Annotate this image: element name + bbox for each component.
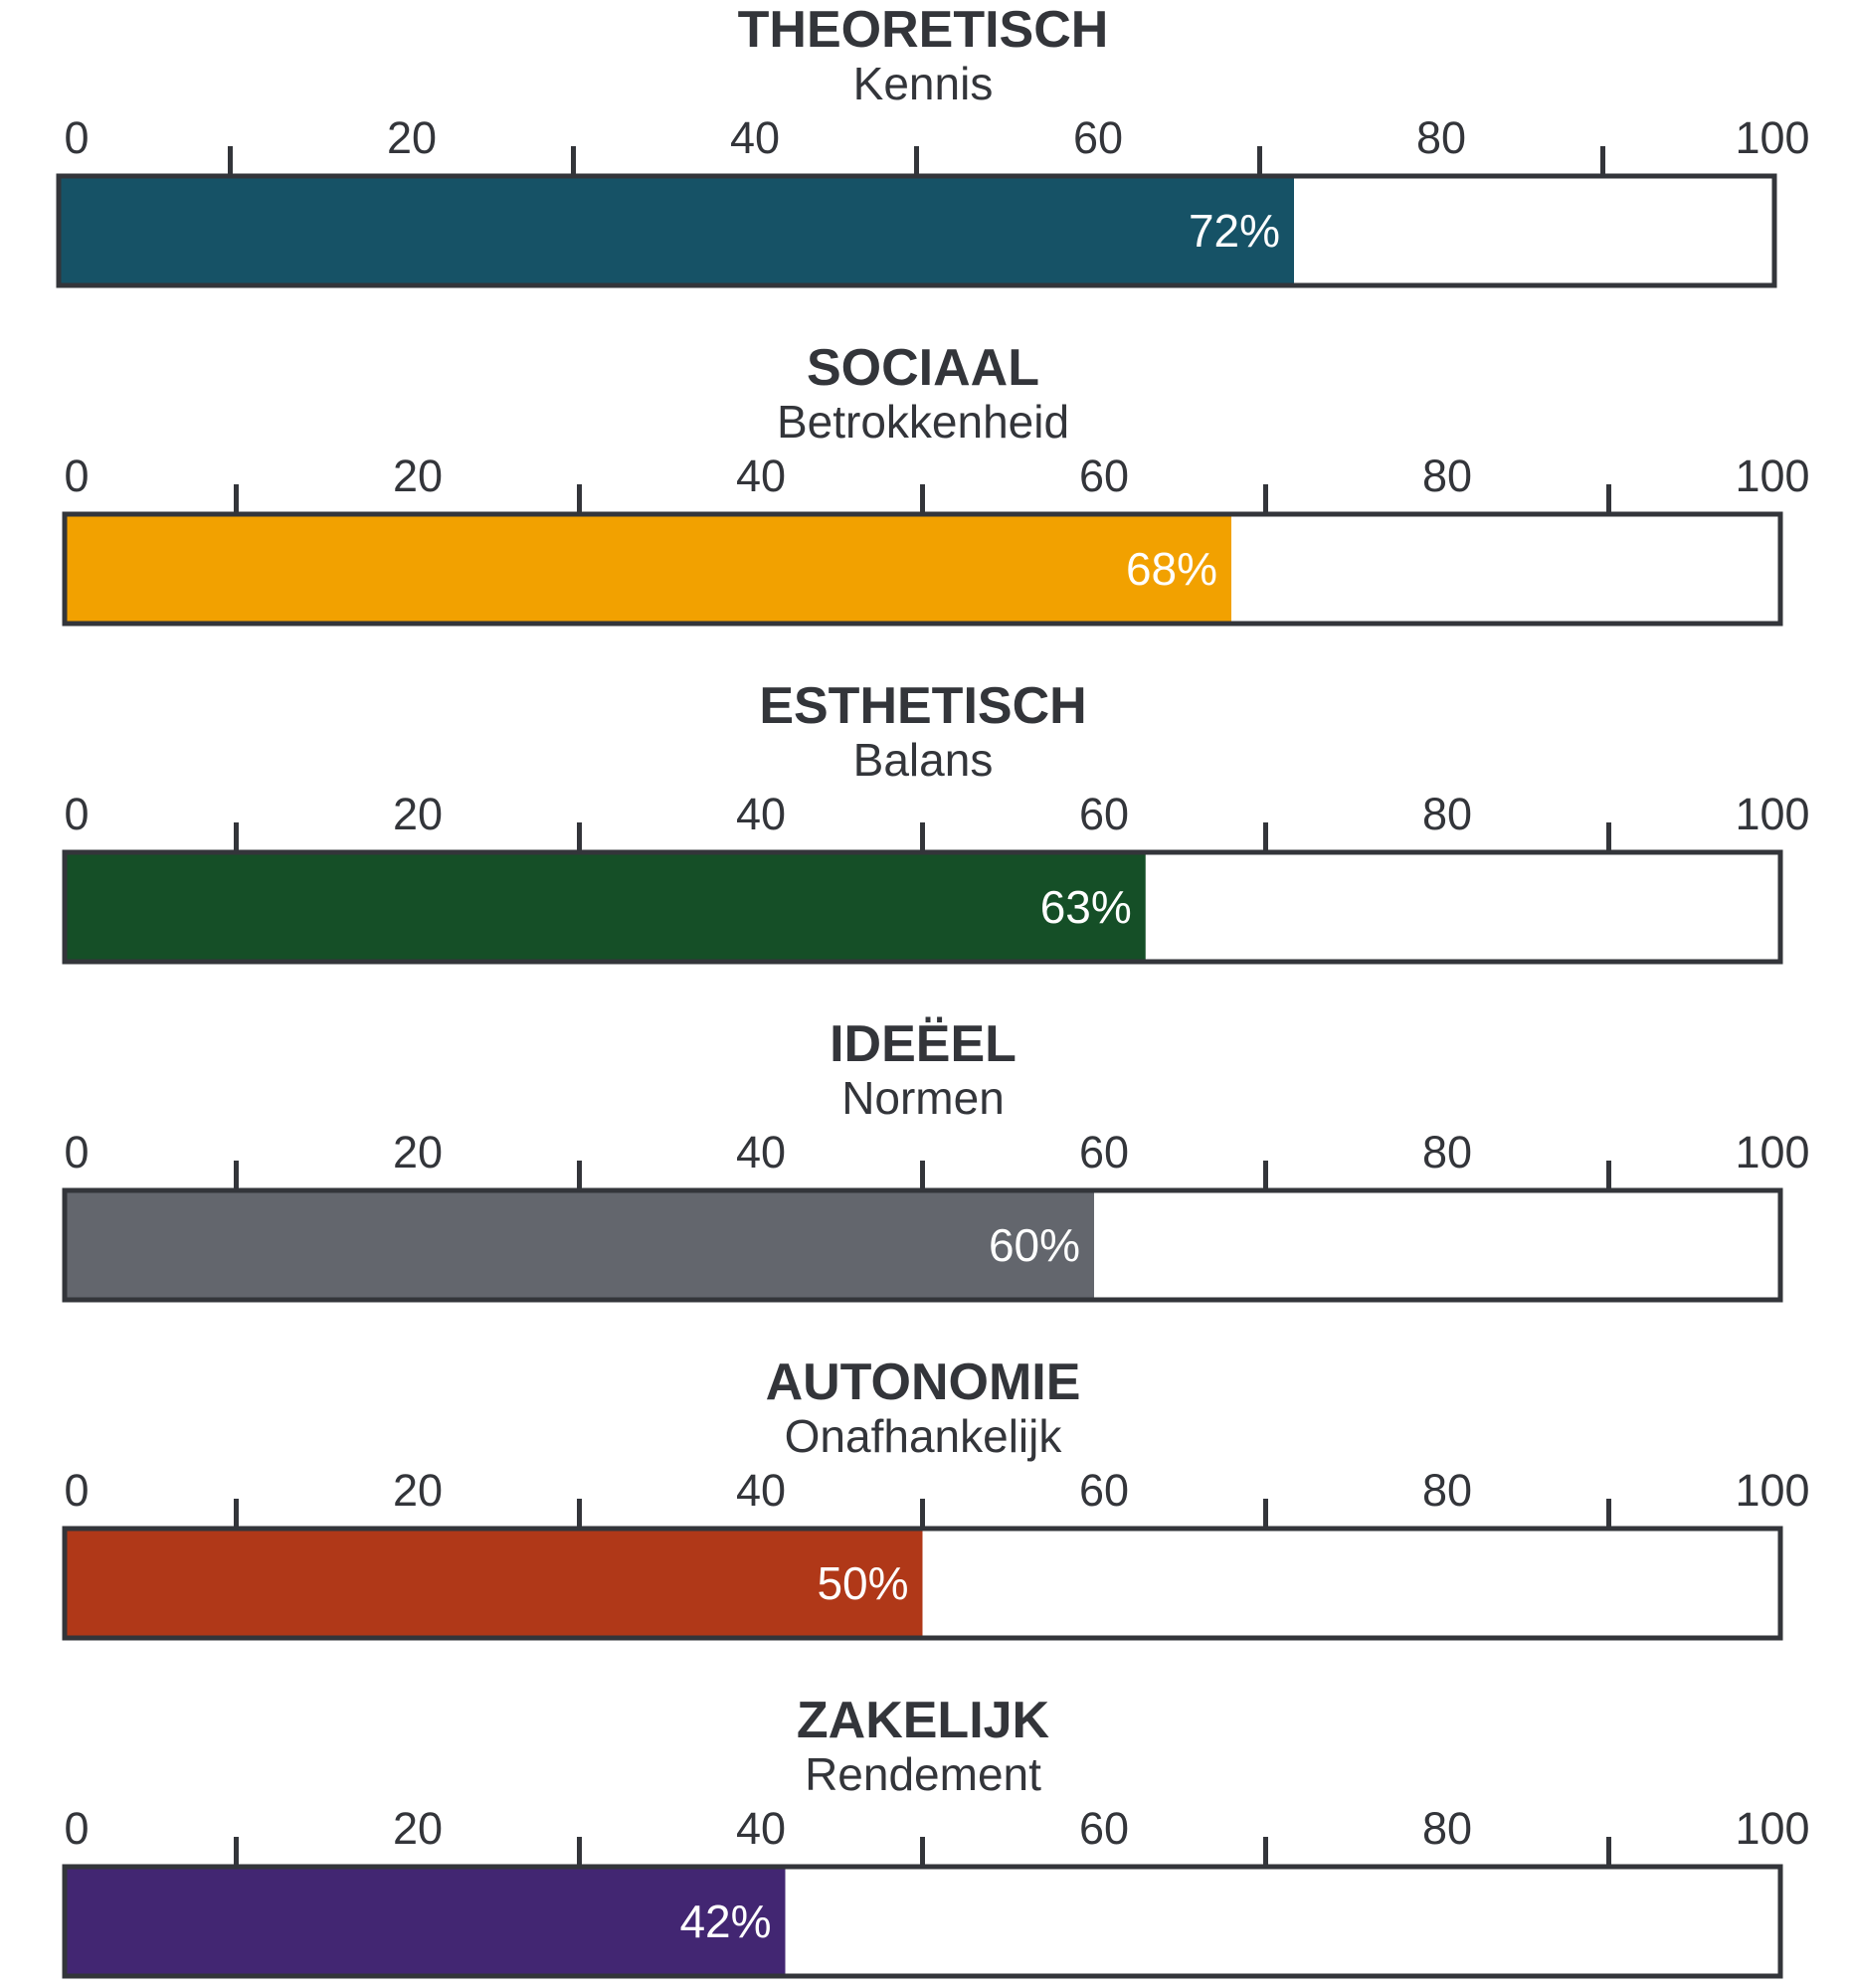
axis-tick-label: 40 bbox=[736, 1803, 786, 1854]
panel-title: IDEËEL bbox=[830, 1015, 1017, 1073]
bar bbox=[65, 1529, 923, 1638]
axis-tick-label: 80 bbox=[1422, 1803, 1472, 1854]
panel-title: SOCIAAL bbox=[807, 339, 1039, 397]
bar-frame bbox=[62, 1187, 1783, 1303]
axis-tick-label: 20 bbox=[393, 789, 443, 839]
axis-tick-label: 40 bbox=[736, 1465, 786, 1516]
panel-subtitle: Betrokkenheid bbox=[777, 396, 1069, 448]
data-label: 63% bbox=[1040, 881, 1132, 933]
axis-tick-label: 100 bbox=[1735, 112, 1809, 163]
panel-title: ESTHETISCH bbox=[759, 677, 1086, 735]
data-label: 72% bbox=[1189, 205, 1280, 257]
axis-tick-label: 60 bbox=[1079, 1465, 1129, 1516]
data-label: 42% bbox=[679, 1896, 771, 1947]
bar-frame bbox=[62, 1864, 1783, 1979]
axis-tick-label: 80 bbox=[1422, 451, 1472, 501]
data-label: 60% bbox=[989, 1219, 1080, 1271]
axis-tick-label: 60 bbox=[1079, 1803, 1129, 1854]
axis-tick-label: 80 bbox=[1422, 789, 1472, 839]
panel-title: AUTONOMIE bbox=[766, 1354, 1081, 1411]
axis-tick-label: 40 bbox=[736, 1127, 786, 1177]
axis-tick-label: 0 bbox=[64, 1803, 89, 1854]
axis-tick-label: 20 bbox=[393, 1803, 443, 1854]
axis-tick-label: 60 bbox=[1073, 112, 1123, 163]
axis-tick-label: 20 bbox=[393, 1465, 443, 1516]
axis-tick-label: 60 bbox=[1079, 451, 1129, 501]
panel-title: ZAKELIJK bbox=[797, 1692, 1050, 1749]
axis-tick-label: 20 bbox=[393, 1127, 443, 1177]
axis-tick-label: 60 bbox=[1079, 789, 1129, 839]
bar bbox=[65, 514, 1231, 624]
axis-tick-label: 0 bbox=[64, 112, 89, 163]
axis-tick-label: 80 bbox=[1416, 112, 1466, 163]
axis-tick-label: 100 bbox=[1735, 1465, 1809, 1516]
panel-subtitle: Balans bbox=[853, 734, 994, 786]
panel-title: THEORETISCH bbox=[738, 1, 1109, 59]
axis-tick-label: 0 bbox=[64, 789, 89, 839]
panel-subtitle: Kennis bbox=[853, 58, 994, 109]
bar bbox=[65, 1867, 786, 1976]
axis-tick-label: 100 bbox=[1735, 1803, 1809, 1854]
axis-tick-label: 80 bbox=[1422, 1127, 1472, 1177]
bar-frame bbox=[62, 511, 1783, 627]
axis-tick-label: 100 bbox=[1735, 789, 1809, 839]
axis-tick-label: 40 bbox=[730, 112, 780, 163]
axis-tick-label: 40 bbox=[736, 451, 786, 501]
axis-tick-label: 40 bbox=[736, 789, 786, 839]
axis-tick-label: 20 bbox=[387, 112, 437, 163]
bar bbox=[65, 852, 1146, 962]
axis-tick-label: 0 bbox=[64, 1465, 89, 1516]
axis-tick-label: 0 bbox=[64, 451, 89, 501]
data-label: 50% bbox=[817, 1557, 908, 1609]
bar bbox=[59, 176, 1294, 285]
axis-tick-label: 20 bbox=[393, 451, 443, 501]
axis-tick-label: 100 bbox=[1735, 1127, 1809, 1177]
panel-subtitle: Onafhankelijk bbox=[785, 1410, 1063, 1462]
data-label: 68% bbox=[1126, 543, 1217, 595]
bar-frame bbox=[56, 173, 1777, 288]
axis-tick-label: 0 bbox=[64, 1127, 89, 1177]
axis-tick-label: 60 bbox=[1079, 1127, 1129, 1177]
bar bbox=[65, 1190, 1094, 1300]
bar-frame bbox=[62, 849, 1783, 965]
panel-subtitle: Rendement bbox=[805, 1748, 1041, 1800]
bar-frame bbox=[62, 1526, 1783, 1641]
panel-subtitle: Normen bbox=[841, 1072, 1005, 1124]
axis-tick-label: 100 bbox=[1735, 451, 1809, 501]
axis-tick-label: 80 bbox=[1422, 1465, 1472, 1516]
